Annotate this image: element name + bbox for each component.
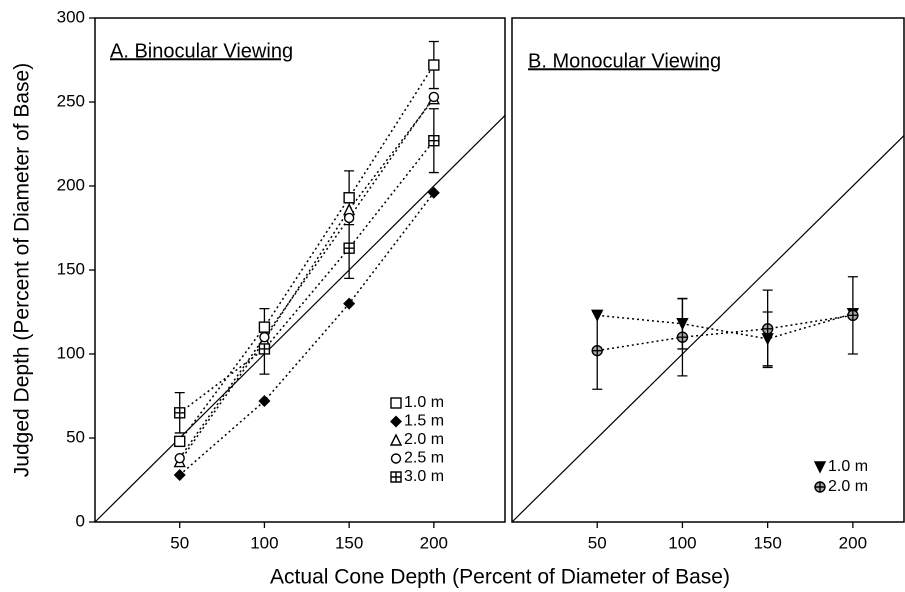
x-tick-label: 200 — [420, 533, 448, 552]
panel: B. Monocular Viewing 50 100 150 200 1.0 m 2.0 … — [511, 17, 905, 552]
marker — [390, 453, 402, 464]
panel-title: B. Monocular Viewing — [528, 50, 721, 72]
marker — [591, 309, 604, 322]
marker — [174, 435, 186, 448]
marker — [428, 134, 440, 147]
legend: 1.0 m 2.0 m — [813, 458, 868, 495]
series-line — [179, 96, 435, 459]
marker — [390, 397, 402, 409]
panel-frame — [511, 17, 905, 523]
legend-label: 2.0 m — [828, 478, 868, 495]
series-line — [179, 64, 435, 442]
y-tick-label: 300 — [57, 7, 85, 26]
legend-label: 3.0 m — [404, 468, 444, 485]
x-tick-label: 100 — [668, 533, 696, 552]
marker — [390, 415, 402, 428]
marker — [390, 471, 402, 483]
series-line — [179, 98, 435, 462]
marker — [174, 407, 186, 419]
legend-label: 2.5 m — [404, 450, 444, 467]
marker — [676, 331, 689, 343]
series-line — [179, 140, 435, 414]
marker — [258, 321, 271, 333]
legend-label: 1.0 m — [828, 458, 868, 475]
legend: 1.0 m 1.5 m2.0 m 2.5 m3.0 m — [389, 394, 444, 485]
x-tick-label: 150 — [753, 533, 781, 552]
y-tick-label: 250 — [57, 91, 85, 110]
marker — [676, 318, 689, 331]
marker — [761, 323, 774, 335]
legend-label: 1.0 m — [404, 394, 444, 411]
marker — [847, 309, 859, 321]
marker — [343, 192, 355, 204]
y-tick-label: 50 — [66, 427, 85, 446]
marker — [427, 186, 440, 199]
series-line — [597, 314, 853, 352]
x-tick-label: 50 — [170, 533, 189, 552]
marker — [591, 345, 603, 357]
marker — [174, 452, 185, 464]
marker — [259, 332, 270, 343]
x-tick-label: 50 — [588, 533, 607, 552]
x-axis-label: Actual Cone Depth (Percent of Diameter o… — [270, 566, 730, 589]
y-tick-label: 150 — [57, 259, 85, 278]
marker — [343, 297, 356, 310]
y-tick-label: 0 — [76, 511, 85, 530]
legend-label: 2.0 m — [404, 431, 444, 448]
marker — [813, 461, 827, 474]
y-axis-label: Judged Depth (Percent of Diameter of Bas… — [11, 63, 34, 477]
marker — [814, 481, 826, 493]
series-line — [179, 192, 435, 476]
marker — [428, 59, 440, 71]
series-line — [597, 312, 854, 340]
marker — [343, 212, 355, 224]
legend-label: 1.5 m — [404, 413, 444, 430]
y-tick-label: 200 — [57, 175, 85, 194]
x-tick-label: 200 — [839, 533, 867, 552]
marker — [173, 468, 186, 481]
marker — [761, 333, 774, 346]
marker — [428, 91, 440, 103]
x-tick-label: 100 — [250, 533, 278, 552]
marker — [343, 242, 355, 254]
panel-title: A. Binocular Viewing — [110, 40, 293, 62]
marker — [389, 433, 403, 446]
identity-line — [94, 115, 506, 523]
y-tick-label: 100 — [57, 343, 85, 362]
marker — [258, 343, 271, 355]
marker — [258, 395, 271, 408]
panel: A. Binocular Viewing 0 50 100 150 200 250 300 50… — [57, 7, 506, 552]
x-tick-label: 150 — [335, 533, 363, 552]
